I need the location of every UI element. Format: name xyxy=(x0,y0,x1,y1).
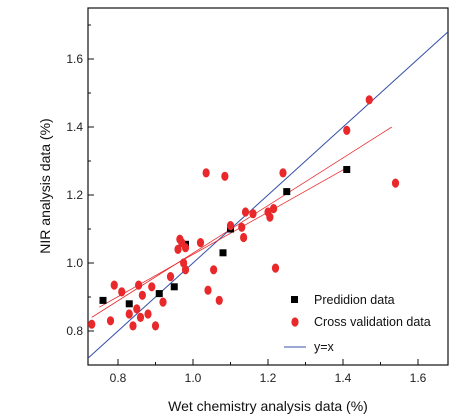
prediction-point xyxy=(155,290,163,298)
cross-validation-point xyxy=(88,319,96,329)
prediction-point xyxy=(99,296,107,304)
cross-validation-point xyxy=(221,171,229,181)
cross-validation-point xyxy=(241,207,250,217)
prediction-point xyxy=(125,300,133,308)
y-tick-label: 0.8 xyxy=(66,324,83,338)
cross-validation-point xyxy=(151,321,160,331)
cross-validation-point xyxy=(249,209,257,219)
cross-validation-point xyxy=(279,168,287,178)
cross-validation-point xyxy=(226,221,235,231)
cross-validation-point xyxy=(166,272,175,282)
cross-validation-point xyxy=(181,265,190,275)
cross-validation-point xyxy=(210,265,218,275)
legend-label-cross-validation: Cross validation data xyxy=(314,315,431,329)
plot-area xyxy=(87,7,449,366)
cross-validation-point xyxy=(159,297,167,307)
cross-validation-point xyxy=(136,312,145,322)
cross-validation-point xyxy=(238,222,246,232)
cross-validation-point xyxy=(148,282,156,292)
cross-validation-point xyxy=(138,290,146,300)
reference-line-y-equals-x xyxy=(88,31,448,359)
cross-validation-point xyxy=(135,280,143,290)
cross-validation-point xyxy=(110,280,118,290)
prediction-point xyxy=(283,188,291,196)
cross-validation-point xyxy=(215,295,223,305)
cross-validation-point xyxy=(343,125,351,135)
cross-validation-point xyxy=(125,309,133,319)
cross-validation-point xyxy=(181,243,190,253)
prediction-point xyxy=(343,166,351,173)
cross-validation-point xyxy=(240,232,248,243)
prediction-point xyxy=(219,249,227,257)
y-tick-label: 1.0 xyxy=(66,256,83,270)
tick-layer: 0.8 1.0 1.2 1.4 1.6 0.8 1.0 1.2 1.4 1.6 xyxy=(66,24,427,385)
y-tick-label: 1.2 xyxy=(66,188,83,202)
cross-validation-point xyxy=(106,316,115,326)
x-tick-label: 1.6 xyxy=(410,371,427,385)
cross-validation-point xyxy=(266,212,274,222)
cross-validation-point xyxy=(196,238,205,248)
cross-validation-point xyxy=(118,287,126,297)
cross-validation-point xyxy=(271,263,280,273)
cross-validation-point xyxy=(144,309,152,319)
y-tick-label: 1.6 xyxy=(66,52,83,66)
x-tick-label: 0.8 xyxy=(110,371,127,385)
cross-validation-point xyxy=(204,285,212,295)
legend-marker-cross-validation xyxy=(291,317,299,327)
legend-label-yx: y=x xyxy=(314,340,335,354)
legend-marker-prediction xyxy=(291,296,298,303)
cross-validation-point xyxy=(133,304,141,314)
cross-validation-point xyxy=(270,204,278,214)
y-tick-label: 1.4 xyxy=(66,120,83,134)
x-tick-label: 1.2 xyxy=(260,371,277,385)
series-layer xyxy=(88,31,448,359)
x-tick-label: 1.0 xyxy=(185,371,202,385)
cross-validation-point xyxy=(202,168,210,178)
prediction-point xyxy=(170,283,178,291)
cross-validation-point xyxy=(365,95,373,105)
legend-label-prediction: Predidion data xyxy=(314,293,395,307)
legend: Predidion data Cross validation data y=x xyxy=(284,293,431,354)
cross-validation-point xyxy=(391,178,400,188)
y-axis-title: NIR analysis data (%) xyxy=(37,118,53,253)
cross-validation-point xyxy=(174,244,182,254)
x-axis-title: Wet chemistry analysis data (%) xyxy=(168,398,368,414)
x-tick-label: 1.4 xyxy=(335,371,352,385)
cross-validation-point xyxy=(129,321,137,331)
